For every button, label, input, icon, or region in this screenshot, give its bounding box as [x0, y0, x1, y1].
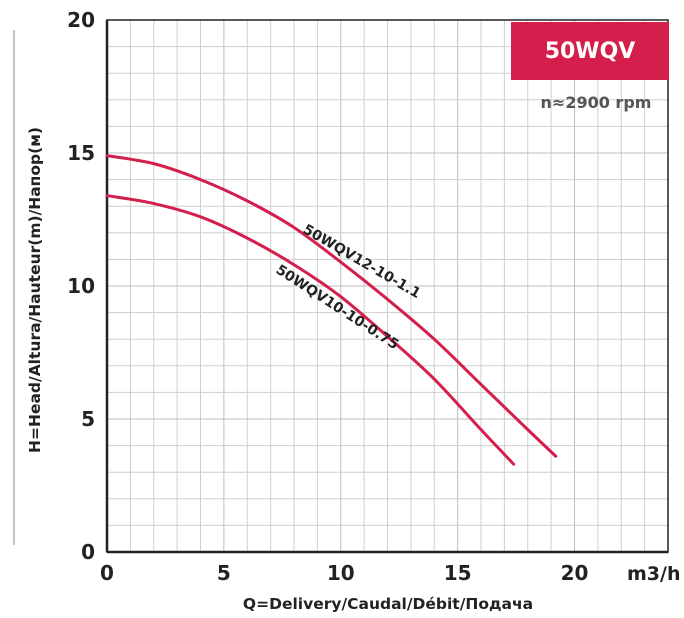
series-line-2	[105, 194, 516, 466]
x-axis-unit: m3/h	[627, 563, 680, 585]
axes	[105, 19, 669, 554]
x-tick-label: 0	[100, 561, 114, 585]
badge-text: 50WQV	[545, 39, 636, 64]
y-tick-label: 20	[67, 8, 95, 32]
y-axis-title: H=Head/Altura/Hauteur(m)/Напор(м)	[26, 127, 44, 453]
title-badge	[511, 22, 669, 80]
y-tick-label: 10	[67, 274, 95, 298]
y-tick-label: 5	[81, 407, 95, 431]
grid	[107, 20, 668, 552]
curves	[105, 154, 558, 466]
x-axis-title: Q=Delivery/Caudal/Débit/Подача	[243, 595, 533, 613]
y-tick-label: 15	[67, 141, 95, 165]
y-tick-label: 0	[81, 540, 95, 564]
series-line-1	[105, 154, 558, 458]
x-tick-label: 5	[217, 561, 231, 585]
x-tick-label: 20	[561, 561, 589, 585]
tick-labels: 0 5 10 15 20 0 5 10 15 20	[67, 8, 588, 585]
x-tick-label: 10	[327, 561, 355, 585]
speed-label: n≈2900 rpm	[541, 93, 652, 112]
x-tick-label: 15	[444, 561, 472, 585]
